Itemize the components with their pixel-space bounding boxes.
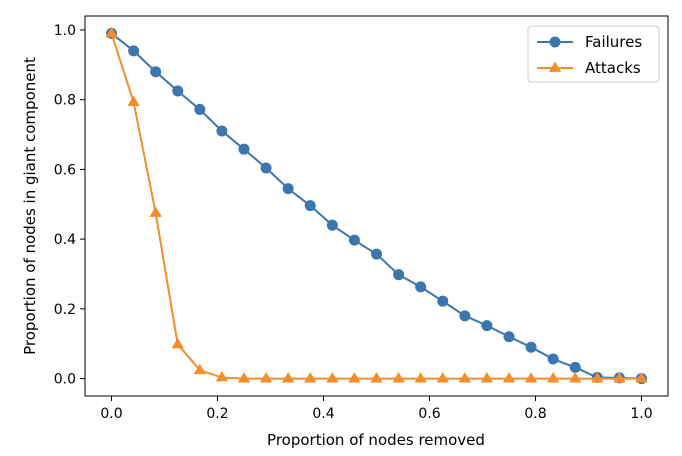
data-point-attacks [304, 372, 317, 383]
plot-frame [84, 15, 669, 397]
data-point-failures [348, 234, 360, 246]
legend-label: Failures [585, 33, 642, 51]
y-tick-label: 0.2 [54, 302, 76, 318]
data-point-attacks [524, 372, 538, 383]
data-point-attacks [193, 363, 207, 375]
data-point-attacks [392, 372, 405, 383]
data-point-attacks [259, 372, 273, 383]
data-point-failures [415, 281, 427, 293]
data-point-failures [304, 200, 316, 212]
data-point-failures [282, 183, 294, 195]
data-point-failures [238, 143, 250, 155]
data-point-attacks [237, 372, 251, 383]
x-tick-label: 0.8 [524, 406, 546, 422]
data-point-failures [150, 66, 162, 78]
legend: Failures Attacks [527, 25, 660, 83]
y-axis-label: Proportion of nodes in giant component [21, 57, 39, 355]
x-tick-label: 0.6 [418, 406, 440, 422]
data-point-attacks [171, 337, 184, 349]
data-point-attacks [502, 372, 516, 383]
x-tick-label: 1.0 [630, 406, 652, 422]
data-point-attacks [281, 372, 295, 383]
data-point-attacks [635, 372, 648, 383]
data-point-failures [525, 341, 537, 353]
data-point-failures [326, 219, 338, 231]
legend-entry-attacks: Attacks [537, 59, 641, 77]
y-tick-label: 0.0 [54, 372, 76, 388]
y-tick-label: 0.6 [54, 162, 76, 178]
y-axis: 0.0 0.2 0.4 0.6 0.8 1.0 [54, 23, 85, 388]
data-point-attacks [436, 372, 449, 383]
y-tick-label: 1.0 [54, 23, 76, 39]
chart-marks [105, 26, 648, 385]
y-tick-label: 0.4 [54, 232, 76, 248]
data-point-failures [393, 269, 405, 281]
data-point-failures [547, 353, 559, 365]
data-point-attacks [215, 371, 229, 382]
legend-swatch-marker [549, 36, 561, 48]
data-point-failures [481, 320, 493, 332]
data-point-failures [437, 295, 449, 307]
data-point-failures [503, 331, 515, 343]
data-point-failures [371, 248, 382, 260]
data-point-attacks [569, 372, 582, 383]
x-tick-label: 0.2 [206, 406, 228, 422]
x-axis: 0.0 0.2 0.4 0.6 0.8 1.0 [100, 396, 653, 422]
series-attacks [105, 26, 648, 383]
data-point-failures [569, 361, 581, 373]
y-tick-label: 0.8 [54, 93, 76, 109]
series-line-attacks [110, 33, 642, 380]
data-point-failures [128, 45, 140, 57]
data-point-attacks [613, 372, 626, 383]
data-point-attacks [480, 372, 494, 383]
data-point-failures [459, 310, 471, 322]
x-axis-label: Proportion of nodes removed [267, 431, 485, 449]
legend-entry-failures: Failures [537, 33, 642, 51]
data-point-attacks [348, 372, 361, 383]
data-point-attacks [414, 372, 427, 383]
data-point-attacks [149, 206, 162, 217]
data-point-attacks [370, 372, 383, 383]
data-point-failures [260, 162, 272, 174]
data-point-failures [216, 125, 228, 137]
data-point-failures [172, 85, 184, 97]
data-point-failures [194, 103, 206, 115]
x-tick-label: 0.4 [312, 406, 334, 422]
data-point-attacks [591, 372, 604, 383]
data-point-attacks [127, 95, 140, 107]
legend-swatch-marker [548, 61, 562, 72]
legend-label: Attacks [585, 59, 641, 77]
data-point-attacks [326, 372, 339, 383]
data-point-attacks [546, 372, 560, 383]
data-point-attacks [105, 26, 118, 38]
data-point-attacks [458, 372, 472, 383]
series-line-failures [110, 32, 642, 380]
x-tick-label: 0.0 [100, 406, 122, 422]
